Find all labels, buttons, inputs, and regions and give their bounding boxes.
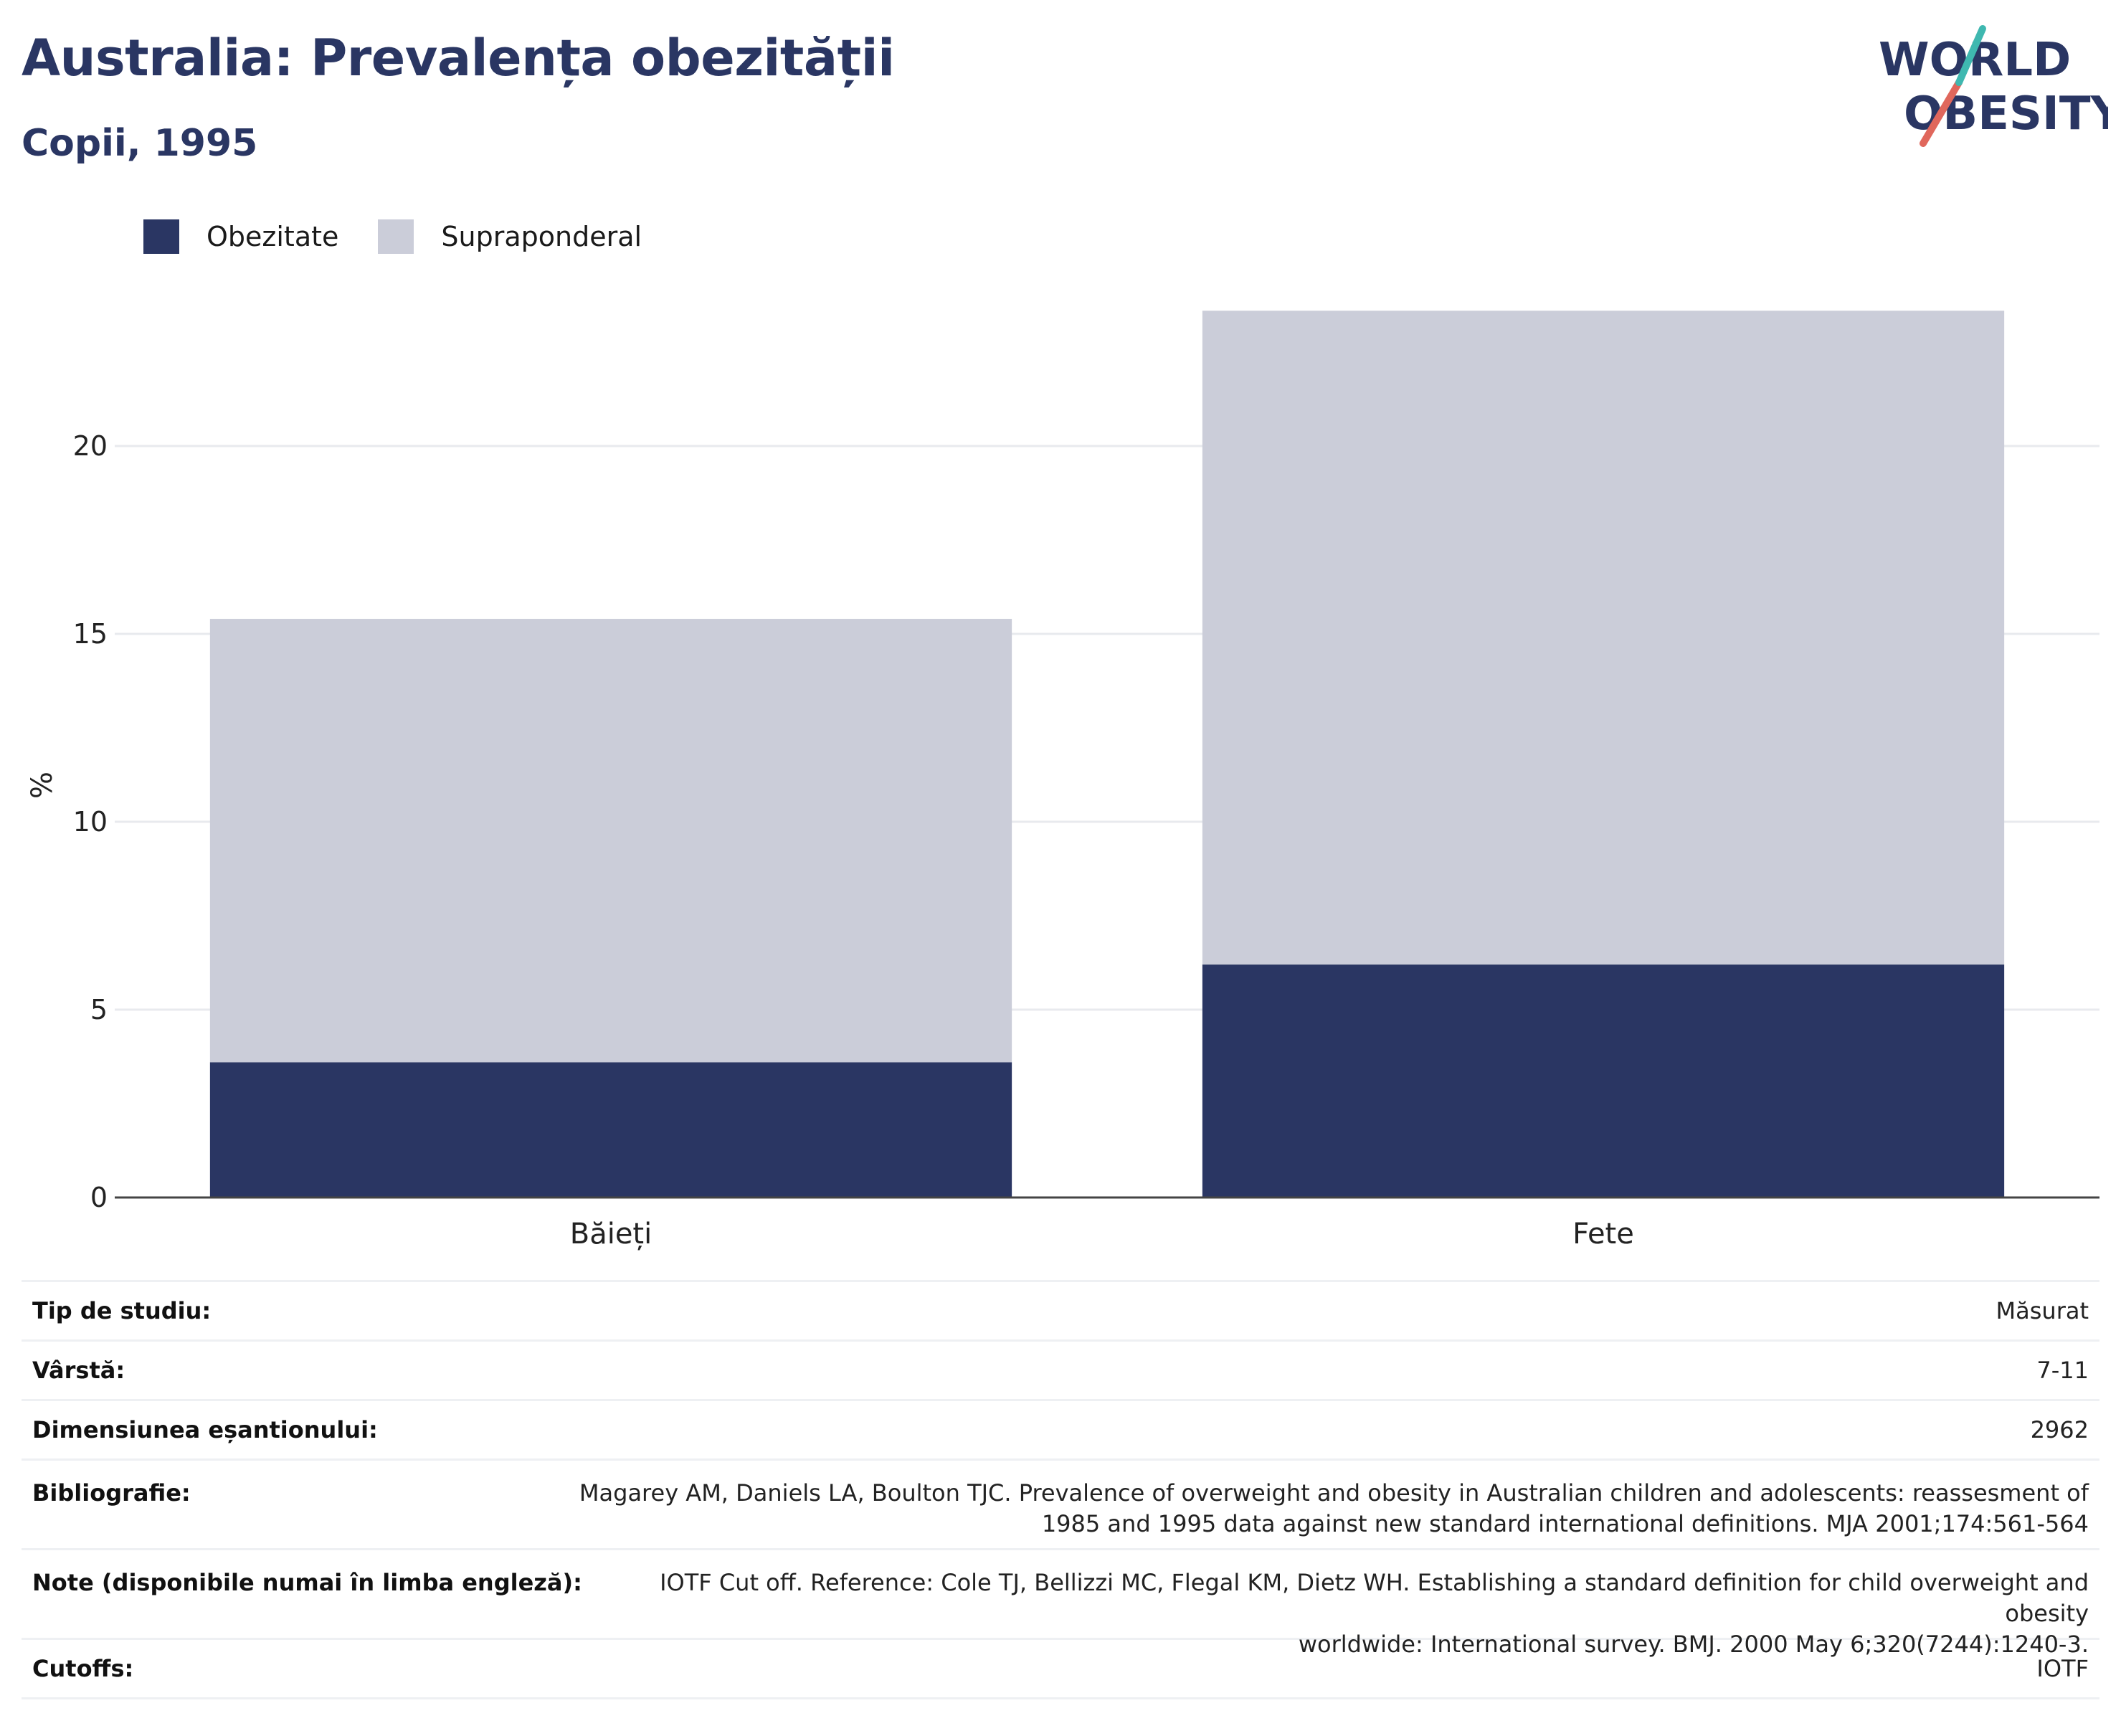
table-row: Note (disponibile numai în limba engleză… [22,1550,2099,1658]
meta-value: 2962 [2030,1415,2089,1443]
bar-obezitate [1202,964,2005,1197]
study-info-table: Tip de studiu: Măsurat Vârstă: 7-11 Dime… [22,1280,2099,1699]
world-obesity-logo: WORLD OBESITY [1879,25,2108,147]
legend-item-supraponderal: Supraponderal [378,219,642,254]
y-tick-label: 0 [90,1182,108,1213]
bar-chart: 0 5 10 15 20 Băieți Fete% [26,310,2099,1251]
meta-value: IOTF [2036,1654,2089,1682]
meta-value: 7-11 [2036,1356,2089,1384]
meta-value: IOTF Cut off. Reference: Cole TJ, Belliz… [611,1567,2089,1660]
y-tick-label: 20 [73,430,108,462]
y-tick-label: 5 [90,994,108,1025]
y-tick-label: 15 [73,618,108,650]
legend-label-supraponderal: Supraponderal [441,221,642,252]
legend-label-obezitate: Obezitate [207,221,339,252]
meta-key: Dimensiunea eșantionului: [32,1416,378,1443]
legend-swatch-supraponderal [378,219,414,254]
meta-key: Vârstă: [32,1357,125,1384]
meta-value: Măsurat [1996,1296,2089,1324]
bar-obezitate [209,1062,1012,1197]
x-tick-label: Băieți [570,1218,652,1251]
y-tick-label: 10 [73,806,108,838]
chart-legend: Obezitate Supraponderal [143,215,681,258]
page-title: Australia: Prevalența obezității [22,29,895,87]
meta-key: Tip de studiu: [32,1297,212,1324]
meta-value-line: worldwide: International survey. BMJ. 20… [1298,1631,2089,1658]
table-row: Cutoffs: IOTF [22,1640,2099,1699]
meta-value: Magarey AM, Daniels LA, Boulton TJC. Pre… [579,1478,2089,1540]
table-row: Dimensiunea eșantionului: 2962 [22,1401,2099,1461]
page-subtitle: Copii, 1995 [22,122,258,165]
table-row: Tip de studiu: Măsurat [22,1282,2099,1342]
meta-key: Bibliografie: [32,1479,191,1507]
legend-swatch-obezitate [143,219,179,254]
meta-value-line: IOTF Cut off. Reference: Cole TJ, Belliz… [660,1569,2089,1627]
meta-key: Cutoffs: [32,1655,134,1682]
bar-supraponderal [1202,310,2005,965]
table-row: Vârstă: 7-11 [22,1342,2099,1401]
table-row: Bibliografie: Magarey AM, Daniels LA, Bo… [22,1461,2099,1550]
y-axis-label: % [26,772,59,799]
x-tick-label: Fete [1572,1218,1634,1251]
meta-key: Note (disponibile numai în limba engleză… [32,1569,582,1596]
meta-value-line: 1985 and 1995 data against new standard … [1041,1510,2089,1537]
meta-value-line: Magarey AM, Daniels LA, Boulton TJC. Pre… [579,1479,2089,1507]
bar-supraponderal [209,619,1012,1063]
legend-item-obezitate: Obezitate [143,219,338,254]
